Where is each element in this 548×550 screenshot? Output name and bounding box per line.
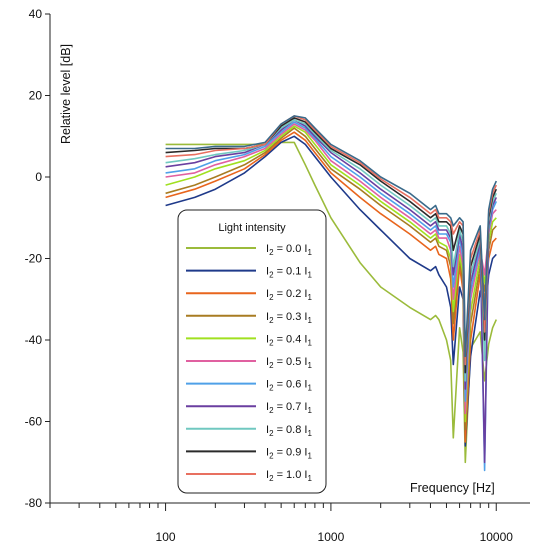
x-tick-label: 10000 xyxy=(480,530,514,544)
series-line-11 xyxy=(165,115,498,358)
legend-entry-label: I2 = 0.0 I1 xyxy=(266,243,312,257)
series-line-6 xyxy=(165,121,498,472)
y-tick-label: 40 xyxy=(29,7,43,21)
y-tick-label: -20 xyxy=(25,252,43,266)
series-line-5 xyxy=(165,123,497,415)
series-line-2 xyxy=(165,131,497,443)
legend-entry-label: I2 = 0.6 I1 xyxy=(266,379,312,393)
y-tick-label: -60 xyxy=(25,415,43,429)
series-line-3 xyxy=(165,127,497,431)
legend-entry-label: I2 = 1.0 I1 xyxy=(266,469,312,483)
y-tick-label: -80 xyxy=(25,496,43,510)
legend-entry-label: I2 = 0.8 I1 xyxy=(266,424,312,438)
legend-entry-label: I2 = 0.9 I1 xyxy=(266,446,312,460)
y-axis-label: Relative level [dB] xyxy=(59,44,73,144)
x-tick-label: 1000 xyxy=(318,530,345,544)
legend-entries: I2 = 0.0 I1 I2 = 0.1 I1 I2 = 0.2 I1 I2 = 0.… xyxy=(186,243,312,483)
legend-entry-label: I2 = 0.2 I1 xyxy=(266,288,312,302)
y-tick-label: -40 xyxy=(25,333,43,347)
legend-entry-label: I2 = 0.5 I1 xyxy=(266,356,312,370)
x-tick-label: 100 xyxy=(156,530,176,544)
y-tick-label: 0 xyxy=(35,170,42,184)
legend-box xyxy=(177,209,327,494)
series-line-4 xyxy=(165,125,497,423)
y-tick-label: 20 xyxy=(29,89,43,103)
x-ticks: 100 1000 10000 xyxy=(156,530,514,544)
legend-entry-label: I2 = 0.7 I1 xyxy=(266,401,312,415)
legend-entry-label: I2 = 0.3 I1 xyxy=(266,311,312,325)
legend-title: Light intensity xyxy=(218,222,286,234)
x-axis-label: Frequency [Hz] xyxy=(410,481,495,495)
series-line-1 xyxy=(165,135,497,447)
legend-entry-label: I2 = 0.4 I1 xyxy=(266,333,312,347)
y-ticks: -80 -60 -40 -20 0 20 40 xyxy=(25,7,50,510)
x-minor-ticks xyxy=(49,503,497,511)
series-group xyxy=(165,115,498,472)
legend-entry-label: I2 = 0.1 I1 xyxy=(266,266,312,280)
